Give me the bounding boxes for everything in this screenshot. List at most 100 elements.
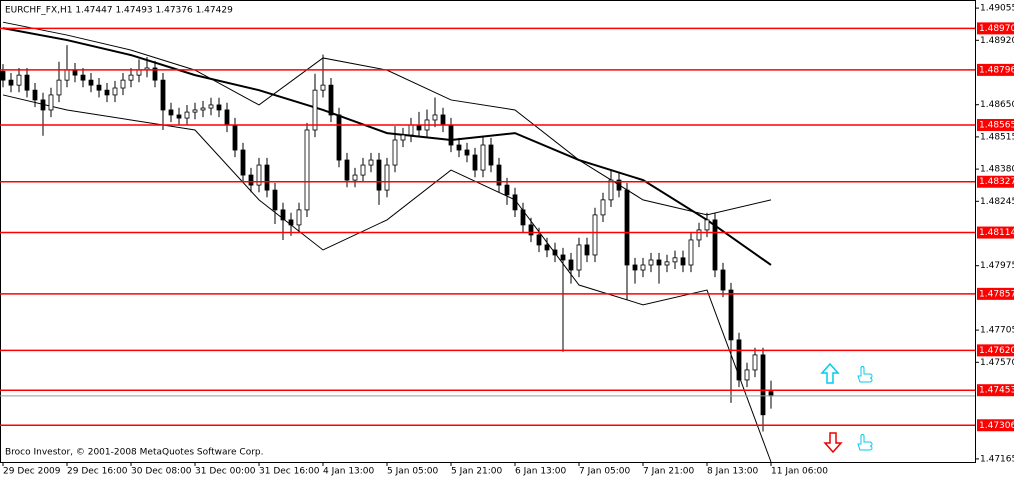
level-label-bg [977, 226, 1014, 239]
candle-body [336, 114, 342, 161]
candle-body [456, 144, 462, 151]
candle-body [552, 249, 558, 256]
candle-body [584, 244, 590, 256]
candle-body [520, 209, 526, 226]
candle-body [680, 257, 686, 266]
candle-body [544, 244, 550, 251]
candle-body [104, 89, 110, 96]
y-tick-label: 1.48650 [980, 100, 1014, 110]
candle-body [56, 79, 62, 96]
x-tick-label: 7 Jan 21:00 [643, 467, 695, 477]
x-tick-label: 30 Dec 08:00 [131, 467, 192, 477]
y-tick-label: 1.48380 [980, 165, 1014, 175]
candle-body [616, 179, 622, 191]
candle-body [704, 219, 710, 231]
x-tick-label: 5 Jan 05:00 [387, 467, 439, 477]
candle-body [376, 159, 382, 191]
x-tick-label: 31 Dec 00:00 [195, 467, 256, 477]
candle-body [32, 89, 38, 101]
candle-body [128, 74, 134, 81]
candle-body [480, 144, 486, 171]
level-label-bg [977, 175, 1014, 188]
y-tick-label: 1.48920 [980, 36, 1014, 46]
candle-body [272, 189, 278, 211]
x-tick-label: 29 Dec 2009 [3, 467, 61, 477]
hand-icon [857, 366, 873, 383]
candle-body [48, 94, 54, 111]
candle-body [320, 84, 326, 91]
candle-body [168, 109, 174, 116]
candle-body [136, 69, 142, 76]
candle-body [328, 84, 334, 116]
x-tick-label: 29 Dec 16:00 [67, 467, 128, 477]
candle-body [0, 70, 6, 81]
candle-body [760, 354, 766, 416]
level-label: 1.48796 [979, 65, 1014, 75]
candle-body [416, 124, 422, 131]
y-tick-label: 1.47975 [980, 261, 1014, 271]
level-label-bg [977, 419, 1014, 432]
candle-body [576, 244, 582, 271]
candle-body [352, 174, 358, 181]
candle-body [304, 129, 310, 211]
candle-body [600, 199, 606, 216]
candle-body [40, 99, 46, 111]
candle-body [384, 164, 390, 191]
y-tick-label: 1.49055 [980, 4, 1014, 14]
candle-body [64, 69, 70, 81]
candle-body [360, 164, 366, 176]
candle-body [184, 111, 190, 119]
y-tick-label: 1.48245 [980, 197, 1014, 207]
up-arrow [820, 362, 840, 384]
candle-body [296, 209, 302, 226]
candle-body [736, 339, 742, 381]
level-label: 1.47857 [979, 289, 1014, 299]
footer: Broco Investor, © 2001-2008 MetaQuotes S… [5, 448, 264, 458]
candle-body [720, 269, 726, 291]
candle-body [560, 254, 566, 261]
level-label-bg [977, 63, 1014, 76]
candle-body [24, 74, 30, 91]
candle-body [536, 234, 542, 246]
candle-body [72, 69, 78, 76]
level-label: 1.48565 [979, 120, 1014, 130]
chart-title: EURCHF_FX,H1 1.47447 1.47493 1.47376 1.4… [5, 6, 233, 16]
level-label-bg [977, 287, 1014, 300]
candle-body [200, 107, 206, 111]
candle-body [160, 79, 166, 111]
candle-body [632, 264, 638, 271]
candle-body [640, 264, 646, 271]
x-tick-label: 31 Dec 16:00 [259, 467, 320, 477]
candle-body [80, 74, 86, 81]
candle-body [472, 154, 478, 171]
x-tick-label: 8 Jan 13:00 [707, 467, 759, 477]
candle-body [568, 259, 574, 271]
candle-body [248, 174, 254, 186]
level-label-bg [977, 22, 1014, 35]
level-label: 1.47306 [979, 421, 1014, 431]
y-tick-label: 1.47705 [980, 326, 1014, 336]
level-label: 1.48327 [979, 177, 1014, 187]
candle-body [392, 139, 398, 166]
candle-body [744, 369, 750, 381]
x-tick-label: 6 Jan 13:00 [515, 467, 567, 477]
candle-body [152, 67, 158, 81]
candle-body [256, 164, 262, 186]
candle-body [464, 149, 470, 156]
candle-body [224, 109, 230, 126]
candle-body [624, 189, 630, 266]
candle-body [208, 104, 214, 109]
candle-body [232, 124, 238, 151]
candle-body [496, 164, 502, 186]
candle-body [488, 144, 494, 166]
candle-body [504, 184, 510, 196]
candle-body [432, 114, 438, 121]
candle-body [512, 194, 518, 211]
level-label: 1.47620 [979, 346, 1014, 356]
signal-icons [820, 362, 873, 454]
level-label: 1.48970 [979, 24, 1014, 34]
candle-body [448, 124, 454, 146]
candle-body [408, 124, 414, 136]
level-label-bg [977, 118, 1014, 131]
